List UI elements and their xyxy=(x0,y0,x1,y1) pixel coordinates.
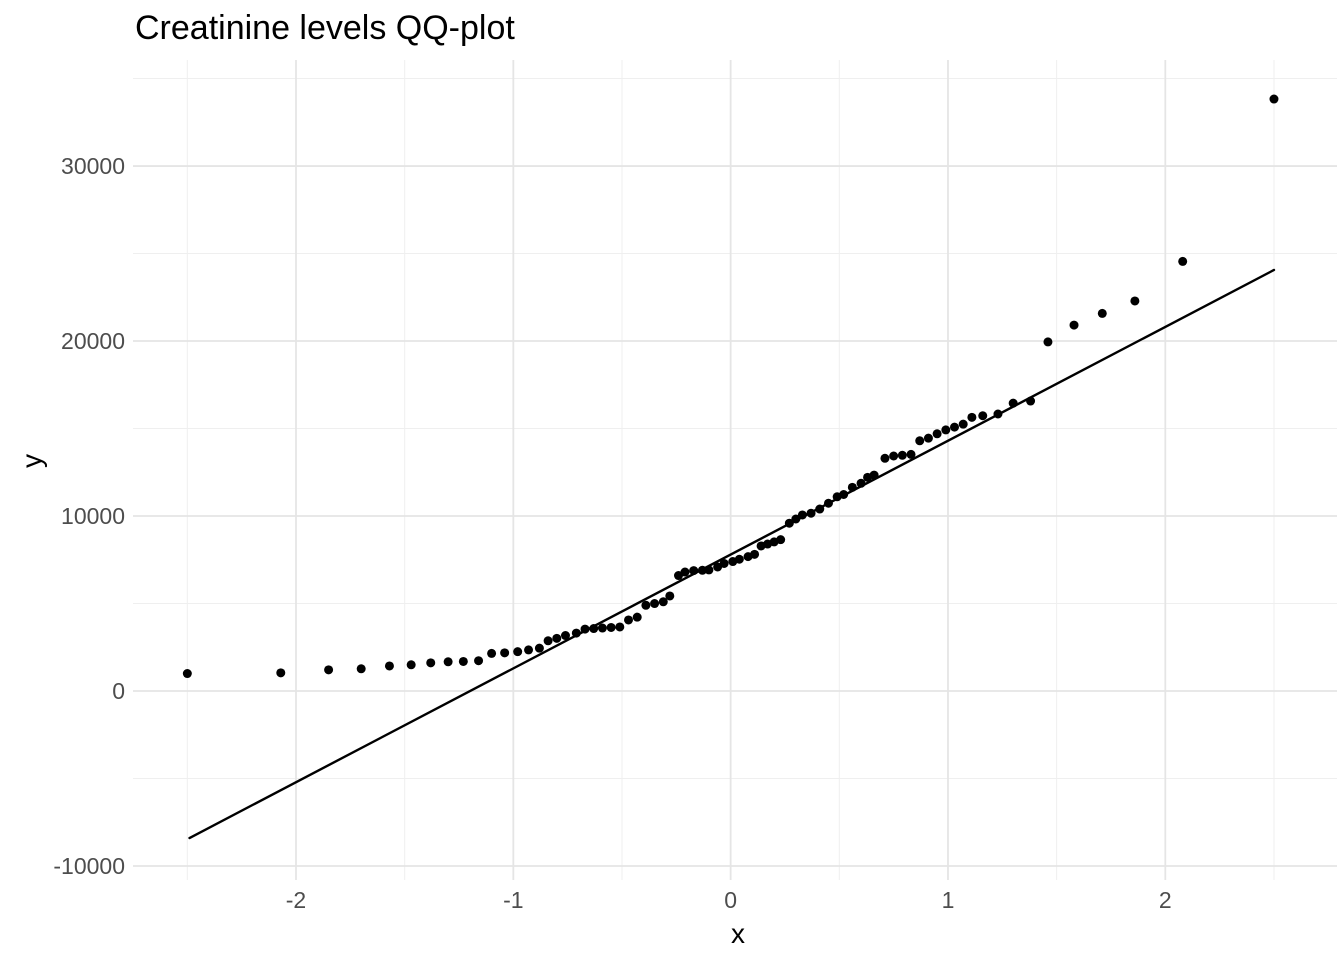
data-point xyxy=(458,656,468,666)
data-point xyxy=(719,558,729,568)
data-point xyxy=(815,504,825,514)
data-point xyxy=(856,478,866,488)
data-point xyxy=(1269,94,1279,104)
data-point xyxy=(823,498,833,508)
chart-title: Creatinine levels QQ-plot xyxy=(135,9,515,47)
data-point xyxy=(606,622,616,632)
data-point xyxy=(869,470,879,480)
data-point xyxy=(941,425,951,435)
data-point xyxy=(658,597,668,607)
data-point xyxy=(356,664,366,674)
data-point xyxy=(384,661,394,671)
data-point xyxy=(958,419,968,429)
data-point xyxy=(571,628,581,638)
data-point xyxy=(784,518,794,528)
data-point xyxy=(641,600,651,610)
data-point xyxy=(443,657,453,667)
data-point xyxy=(776,535,786,545)
data-point xyxy=(580,624,590,634)
qq-reference-line xyxy=(188,268,1276,840)
data-point xyxy=(847,482,857,492)
data-point xyxy=(500,648,510,658)
data-point xyxy=(734,554,744,564)
y-tick-label: -10000 xyxy=(53,853,125,879)
data-point xyxy=(923,433,933,443)
data-point xyxy=(950,422,960,432)
data-point xyxy=(791,514,801,524)
data-point xyxy=(665,591,675,601)
data-point xyxy=(697,565,707,575)
data-point xyxy=(426,658,436,668)
data-point xyxy=(915,436,925,446)
data-point xyxy=(182,669,192,679)
data-point xyxy=(276,668,286,678)
x-tick-label: 1 xyxy=(942,887,955,913)
data-point xyxy=(993,409,1003,419)
data-point xyxy=(624,615,634,625)
data-point xyxy=(1097,308,1107,318)
data-point xyxy=(474,656,484,666)
x-axis-title: x xyxy=(731,918,745,949)
data-point xyxy=(543,636,553,646)
data-point xyxy=(704,565,714,575)
data-point xyxy=(1130,296,1140,306)
data-point xyxy=(897,450,907,460)
data-point xyxy=(906,449,916,459)
x-tick-label: -2 xyxy=(286,887,306,913)
data-point xyxy=(806,508,816,518)
data-point xyxy=(880,453,890,463)
y-tick-label: 10000 xyxy=(61,503,125,529)
y-axis-title: y xyxy=(16,454,47,468)
data-point xyxy=(889,451,899,461)
data-point xyxy=(978,411,988,421)
data-point xyxy=(324,665,334,675)
data-point xyxy=(750,549,760,559)
data-point xyxy=(932,429,942,439)
data-point xyxy=(797,510,807,520)
data-point xyxy=(589,624,599,634)
x-tick-label: 2 xyxy=(1159,887,1172,913)
data-point xyxy=(615,622,625,632)
data-point xyxy=(534,643,544,653)
data-point xyxy=(1008,398,1018,408)
data-point xyxy=(406,660,416,670)
data-point xyxy=(513,647,523,657)
data-point xyxy=(650,599,660,609)
y-tick-label: 0 xyxy=(112,678,125,704)
x-tick-label: 0 xyxy=(724,887,737,913)
data-point xyxy=(1178,256,1188,266)
x-tick-label: -1 xyxy=(503,887,523,913)
data-point xyxy=(552,633,562,643)
data-point xyxy=(487,648,497,658)
data-point xyxy=(967,412,977,422)
data-point xyxy=(839,489,849,499)
data-point xyxy=(1043,337,1053,347)
y-tick-label: 30000 xyxy=(61,153,125,179)
data-point xyxy=(632,612,642,622)
data-point xyxy=(689,566,699,576)
data-point xyxy=(524,645,534,655)
data-point xyxy=(597,623,607,633)
y-tick-label: 20000 xyxy=(61,328,125,354)
data-point xyxy=(1069,320,1079,330)
data-point xyxy=(560,631,570,641)
data-point xyxy=(1026,396,1036,406)
data-point xyxy=(680,567,690,577)
